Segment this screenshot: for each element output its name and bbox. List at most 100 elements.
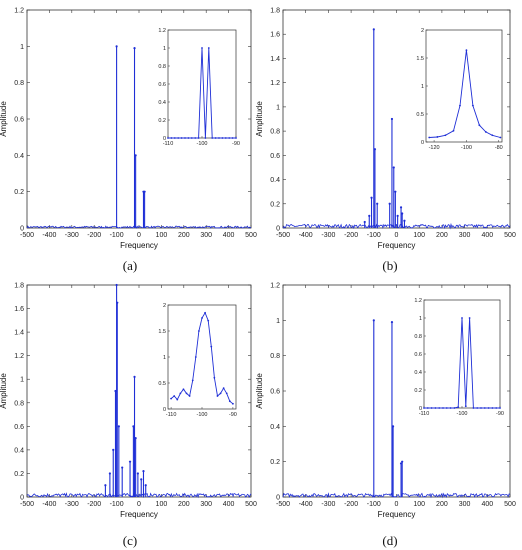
- y-axis-label: Amplitude: [255, 373, 264, 409]
- y-tick-label: 0: [276, 226, 280, 233]
- spectrum-peak-point: [372, 319, 375, 322]
- spectrum-peak-point: [117, 425, 120, 428]
- y-tick-label: 0.6: [14, 424, 24, 431]
- inset-x-tick-label: -110: [163, 141, 174, 147]
- x-tick-label: -200: [87, 501, 101, 508]
- x-tick-label: -100: [367, 232, 381, 239]
- inset-y-tick-label: 1.2: [414, 298, 422, 304]
- x-tick-label: 200: [436, 501, 448, 508]
- x-tick-label: 500: [504, 501, 516, 508]
- y-tick-label: 1: [276, 318, 280, 325]
- inset-point: [225, 392, 228, 395]
- spectrum-peak-point: [133, 375, 136, 378]
- x-tick-label: -400: [42, 232, 56, 239]
- inset-point: [228, 137, 231, 139]
- spectrum-peak-point: [401, 460, 404, 463]
- inset-point: [491, 407, 494, 409]
- inset-frame: [167, 29, 237, 139]
- inset-point: [453, 407, 456, 409]
- y-tick-label: 0: [276, 495, 280, 502]
- x-tick-label: -500: [276, 501, 290, 508]
- inset-x-tick-label: -100: [461, 145, 472, 151]
- x-tick-label: -400: [299, 232, 313, 239]
- x-tick-label: 500: [504, 232, 516, 239]
- inset-y-tick-label: 1: [419, 316, 422, 322]
- inset-point: [221, 137, 224, 139]
- spectrum-peak-point: [134, 437, 137, 440]
- x-tick-label: 200: [178, 232, 190, 239]
- panel-a: -500 -400 -300 -200 -100 0 100 200 300 400 500 0 0.2…: [0, 8, 257, 274]
- inset-y-tick-label: 1: [163, 46, 166, 52]
- inset-point: [484, 131, 487, 133]
- spectrum-peak-point: [143, 190, 146, 193]
- panel-label: (c): [123, 533, 137, 548]
- x-tick-label: -500: [20, 232, 34, 239]
- x-tick-label: -500: [276, 232, 290, 239]
- x-tick-label: 300: [459, 232, 471, 239]
- inset-point: [194, 356, 197, 358]
- inset-point: [491, 134, 494, 137]
- inset-point: [167, 137, 169, 139]
- inset-x-tick-label: -120: [429, 145, 440, 151]
- spectrum-baseline: [26, 492, 252, 499]
- spectrum-peak-point: [372, 28, 375, 31]
- inset-y-tick-label: 0.6: [158, 82, 166, 88]
- spectrum-peak-point: [114, 389, 117, 393]
- inset-point: [487, 407, 490, 409]
- y-tick-label: 0.8: [270, 129, 280, 136]
- inset-point: [438, 407, 441, 409]
- inset-point: [184, 137, 186, 139]
- inset-y-tick-label: 1.5: [158, 329, 166, 335]
- inset-y-tick-label: 0.2: [414, 388, 422, 394]
- spectrum-peak-point: [115, 45, 118, 48]
- inset-point: [207, 319, 210, 322]
- inset-x-tick-label: -100: [456, 411, 467, 417]
- inset-point: [194, 137, 197, 139]
- inset-point: [436, 136, 439, 138]
- inset-point: [204, 137, 207, 139]
- spectrum-peak-point: [140, 478, 143, 481]
- x-axis-label: Frequency: [378, 510, 416, 519]
- spectrum-peak-point: [390, 321, 394, 324]
- inset-point: [442, 407, 444, 409]
- x-tick-label: 0: [137, 232, 141, 239]
- y-tick-label: 1.8: [270, 8, 280, 15]
- inset-point: [173, 395, 176, 397]
- y-tick-label: 1.6: [270, 32, 280, 39]
- spectrum-baseline: [282, 492, 511, 499]
- y-tick-label: 0.8: [14, 400, 24, 407]
- inset-frame: [425, 29, 503, 143]
- y-tick-label: 0.8: [14, 80, 24, 87]
- x-tick-label: 400: [481, 232, 493, 239]
- panel-c: -500 -400 -300 -200 -100 0 100 200 300 400 500 0 0.2…: [0, 283, 257, 549]
- inset-y-tick-label: 0: [163, 407, 166, 413]
- spectrum-peak-point: [142, 469, 145, 473]
- inset-point: [452, 129, 455, 132]
- spectrum-peak-point: [370, 196, 373, 199]
- spectrum-peak-point: [401, 212, 404, 215]
- inset-plot: -110 -100 -90 0 0.2 0.4 0.6 0.8 1 1.2: [414, 298, 504, 417]
- y-axis-label: Amplitude: [255, 101, 264, 137]
- spectrum-peak-point: [112, 448, 115, 451]
- inset-point: [201, 317, 203, 319]
- y-tick-label: 0.2: [14, 189, 24, 196]
- inset-y-tick-label: 0.6: [414, 352, 422, 358]
- inset-y-tick-label: 0.5: [416, 112, 424, 118]
- inset-point: [459, 104, 461, 107]
- x-tick-label: 100: [413, 232, 425, 239]
- inset-point: [231, 137, 234, 139]
- inset-y-tick-label: 1: [421, 84, 424, 90]
- inset-point: [457, 406, 460, 408]
- inset-y-tick-label: 0.8: [414, 334, 422, 340]
- inset-point: [191, 379, 194, 382]
- inset-point: [468, 317, 471, 319]
- inset-y-tick-label: 1.5: [416, 56, 424, 62]
- inset-point: [224, 137, 227, 139]
- inset-point: [483, 407, 486, 409]
- inset-y-tick-label: 2: [163, 303, 166, 309]
- inset-point: [480, 407, 482, 409]
- y-tick-label: 0.6: [14, 117, 24, 124]
- spectrum-peak-point: [134, 154, 137, 157]
- spectrum-baseline: [26, 225, 252, 229]
- y-axis-label: Amplitude: [0, 101, 8, 137]
